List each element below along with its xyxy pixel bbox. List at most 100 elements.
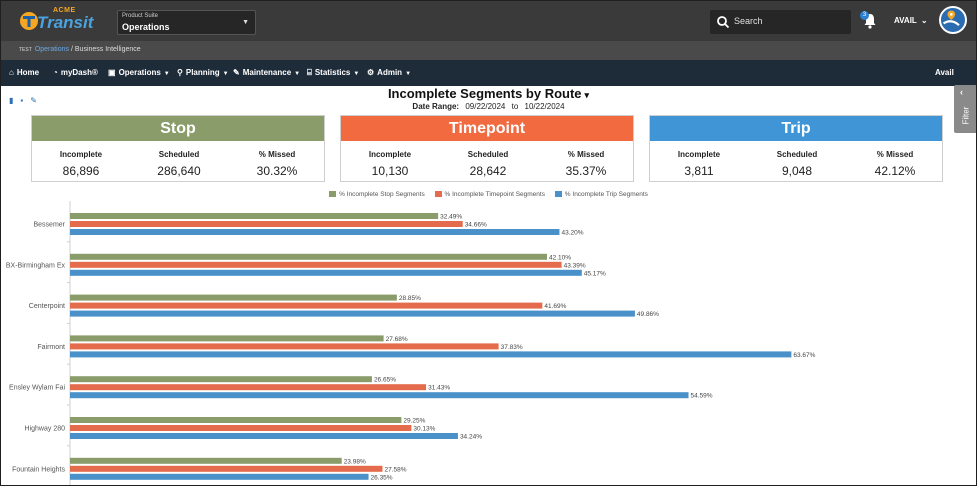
breadcrumb-link-operations[interactable]: Operations — [34, 46, 70, 53]
legend-item[interactable]: % Incomplete Stop Segments — [329, 191, 425, 198]
category-tick-label: Fountain Heights — [12, 466, 65, 473]
logo-transit-text: Transit — [37, 13, 94, 32]
bar-stop[interactable] — [70, 457, 342, 464]
caret-down-icon: ▼ — [353, 71, 360, 77]
bar-timepoint[interactable] — [70, 384, 427, 391]
edit-icon[interactable]: ✎ — [30, 96, 37, 105]
nav-item-label: Planning — [185, 68, 220, 77]
bar-trip[interactable] — [70, 269, 582, 276]
bar-stop[interactable] — [70, 335, 384, 342]
kpi-value: 10,130 — [371, 164, 409, 178]
bar-trip[interactable] — [70, 392, 689, 399]
bar-timepoint[interactable] — [70, 261, 562, 268]
date-range-label: Date Range: — [412, 102, 460, 111]
dashboard-icon: ◔ — [53, 68, 58, 77]
date-from: 09/22/2024 — [465, 102, 506, 111]
avatar[interactable] — [939, 6, 967, 34]
bar-trip[interactable] — [70, 433, 458, 439]
kpi-label: Incomplete — [677, 150, 721, 159]
search-icon — [717, 16, 730, 29]
legend-label: % Incomplete Trip Segments — [564, 191, 648, 198]
user-menu[interactable]: AVAIL ⌄ — [894, 16, 928, 25]
acme-transit-logo[interactable]: ACME Transit — [17, 7, 101, 35]
nav-item-avail[interactable]: Avail — [935, 68, 954, 77]
caret-down-icon: ▼ — [405, 71, 412, 77]
kpi-label: Scheduled — [158, 150, 200, 159]
bar-stop[interactable] — [70, 294, 397, 301]
nav-item-maintenance[interactable]: ✎ Maintenance ▼ — [233, 68, 300, 77]
bar-trip[interactable] — [70, 229, 560, 235]
legend-item[interactable]: % Incomplete Trip Segments — [554, 191, 648, 198]
environment-tag: TEST — [19, 47, 32, 53]
breadcrumb-current: Business Intelligence — [74, 46, 141, 53]
breadcrumb: TEST Operations / Business Intelligence — [19, 46, 141, 53]
search-input[interactable]: Search — [710, 10, 851, 34]
bar-timepoint[interactable] — [70, 425, 412, 431]
breadcrumb-bar: TEST Operations / Business Intelligence — [1, 41, 976, 60]
map-pin-icon: ⚲ — [177, 68, 183, 77]
bar-stop[interactable] — [70, 213, 439, 219]
kpi-label: Scheduled — [776, 150, 818, 159]
nav-item-label: Maintenance — [242, 68, 292, 77]
caret-down-icon: ▼ — [294, 71, 301, 77]
nav-item-statistics[interactable]: ⌸ Statistics ▼ — [307, 68, 359, 78]
legend-item[interactable]: % Incomplete Timepoint Segments — [434, 191, 545, 198]
kpi-value: 35.37% — [565, 164, 607, 178]
report-title-text: Incomplete Segments by Route — [387, 86, 582, 101]
nav-item-label: Operations — [118, 68, 161, 77]
nav-item-home[interactable]: ⌂ Home — [9, 68, 39, 77]
save-icon[interactable]: ▪ — [20, 96, 24, 105]
nav-item-planning[interactable]: ⚲ Planning ▼ — [177, 68, 229, 77]
bar-trip[interactable] — [70, 473, 369, 480]
kpi-value: 286,640 — [157, 164, 201, 178]
bar-data-label: 34.66% — [465, 222, 487, 229]
bar-timepoint[interactable] — [70, 343, 499, 350]
kpi-value: 42.12% — [874, 164, 916, 178]
bar-stop[interactable] — [70, 253, 547, 260]
main-nav: ⌂ Home ◔ myDash® ▣ Operations ▼ ⚲ Planning ▼ ✎… — [1, 60, 976, 86]
legend-swatch — [554, 191, 562, 197]
bar-data-label: 54.59% — [691, 393, 713, 400]
bar-data-label: 32.49% — [440, 214, 462, 221]
kpi-value: 3,811 — [684, 164, 714, 178]
kpi-value: 28,642 — [469, 164, 507, 178]
bar-timepoint[interactable] — [70, 465, 383, 472]
kpi-card-trip: Trip Incomplete 3,811 Scheduled 9,048 % Mi… — [649, 115, 943, 182]
bar-data-label: 30.13% — [413, 426, 435, 433]
product-suite-select[interactable]: Product Suite Operations ▼ — [117, 10, 256, 35]
nav-item-label: Statistics — [314, 68, 351, 77]
bar-data-label: 49.86% — [637, 311, 659, 318]
kpi-label: % Missed — [876, 150, 914, 159]
bar-timepoint[interactable] — [70, 302, 543, 309]
bookmark-icon[interactable]: ▮ — [9, 96, 14, 105]
chevron-down-icon: ⌄ — [920, 16, 928, 25]
nav-item-label: Admin — [377, 68, 403, 77]
bar-data-label: 26.35% — [371, 474, 393, 481]
user-menu-label: AVAIL — [894, 16, 917, 25]
caret-down-icon[interactable]: ▾ — [584, 90, 590, 100]
product-suite-label: Product Suite — [122, 13, 159, 19]
kpi-value: 9,048 — [781, 164, 813, 178]
bar-data-label: 29.25% — [403, 418, 425, 425]
kpi-card-header: Timepoint — [341, 116, 633, 141]
category-tick-label: Fairmont — [37, 344, 65, 351]
nav-item-admin[interactable]: ⚙ Admin ▼ — [367, 68, 411, 77]
product-suite-value: Operations — [122, 22, 170, 32]
logo-acme-text: ACME — [53, 7, 76, 14]
filter-panel-toggle[interactable]: ‹ Filter — [954, 85, 976, 133]
bar-data-label: 41.69% — [544, 303, 566, 310]
bar-stop[interactable] — [70, 417, 402, 423]
home-icon: ⌂ — [9, 68, 14, 77]
kpi-value: 30.32% — [256, 164, 298, 178]
kpi-label: % Missed — [258, 150, 296, 159]
bar-timepoint[interactable] — [70, 221, 463, 227]
report-title: Incomplete Segments by Route ▾ — [1, 86, 976, 101]
bar-trip[interactable] — [70, 351, 792, 358]
caret-down-icon: ▼ — [242, 19, 249, 26]
bar-stop[interactable] — [70, 376, 372, 383]
wrench-icon: ✎ — [233, 68, 240, 77]
nav-item-mydash[interactable]: ◔ myDash® — [53, 68, 98, 77]
nav-item-operations[interactable]: ▣ Operations ▼ — [108, 68, 170, 77]
category-tick-label: Bessemer — [33, 222, 65, 229]
bar-trip[interactable] — [70, 310, 635, 317]
